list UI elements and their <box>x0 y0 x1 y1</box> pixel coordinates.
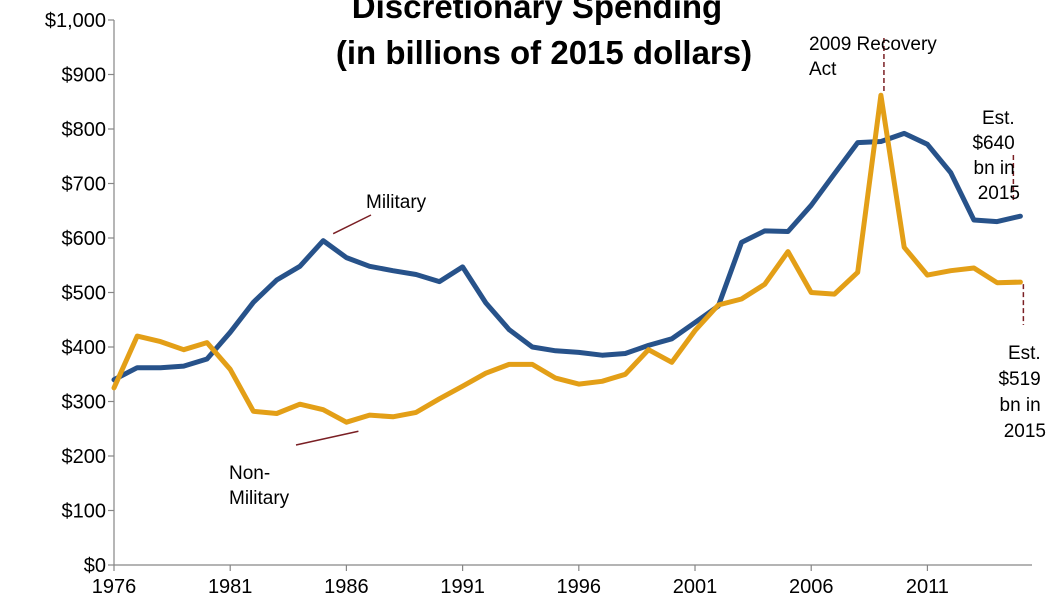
y-tick-label: $100 <box>62 501 107 523</box>
annotation-est-military-line-1: Est. <box>982 108 1015 129</box>
chart-subtitle: (in billions of 2015 dollars) <box>336 34 752 71</box>
annotation-est-non-military: Est. $519 bn in 2015 <box>998 343 1046 442</box>
annotation-non-military-line-2: Military <box>229 488 290 509</box>
chart-title: Discretionary Spending <box>352 0 722 25</box>
x-tick-label: 1996 <box>557 576 602 598</box>
series-line-non-military <box>114 95 1020 422</box>
y-tick-label: $1,000 <box>45 10 106 32</box>
annotation-est-non-military-line-4: 2015 <box>1004 421 1046 442</box>
annotation-recovery-act-line-1: 2009 Recovery <box>809 34 937 55</box>
annotation-est-non-military-line-1: Est. <box>1008 343 1041 364</box>
y-tick-label: $400 <box>62 337 107 359</box>
y-axis-ticks: $0 $100 $200 $300 $400 $500 $600 $700 $800 $900 $1… <box>45 10 114 577</box>
x-tick-label: 2011 <box>906 576 949 598</box>
y-tick-label: $900 <box>62 65 107 87</box>
annotation-est-military-line-2: $640 <box>972 133 1014 154</box>
y-tick-label: $600 <box>62 228 107 250</box>
leader-military <box>333 215 371 234</box>
annotation-leaders <box>296 38 1023 445</box>
y-tick-label: $200 <box>62 446 107 468</box>
series-line-military <box>114 133 1020 379</box>
y-tick-label: $700 <box>62 174 107 196</box>
annotation-military: Military <box>366 192 427 213</box>
x-tick-label: 2006 <box>789 576 834 598</box>
annotation-non-military-line-1: Non- <box>229 463 270 484</box>
annotation-recovery-act-line-2: Act <box>809 59 837 80</box>
y-tick-label: $0 <box>84 555 106 577</box>
annotation-non-military: Non- Military <box>229 463 290 509</box>
annotation-military-line-1: Military <box>366 192 427 213</box>
y-tick-label: $300 <box>62 392 107 414</box>
leader-non-military <box>296 431 358 445</box>
y-tick-label: $500 <box>62 283 107 305</box>
x-axis-ticks: 1976 1981 1986 1991 1996 2001 2006 2011 <box>92 565 949 598</box>
annotation-est-non-military-line-2: $519 <box>998 369 1040 390</box>
x-tick-label: 1991 <box>440 576 485 598</box>
x-tick-label: 1976 <box>92 576 137 598</box>
series-lines <box>114 95 1020 422</box>
annotation-est-military-line-4: 2015 <box>978 183 1020 204</box>
annotation-recovery-act: 2009 Recovery Act <box>809 34 942 80</box>
x-tick-label: 1986 <box>324 576 369 598</box>
y-tick-label: $800 <box>62 119 107 141</box>
x-tick-label: 1981 <box>208 576 253 598</box>
annotation-est-non-military-line-3: bn in <box>1000 395 1041 416</box>
annotation-est-military-line-3: bn in <box>974 158 1015 179</box>
x-tick-label: 2001 <box>673 576 718 598</box>
